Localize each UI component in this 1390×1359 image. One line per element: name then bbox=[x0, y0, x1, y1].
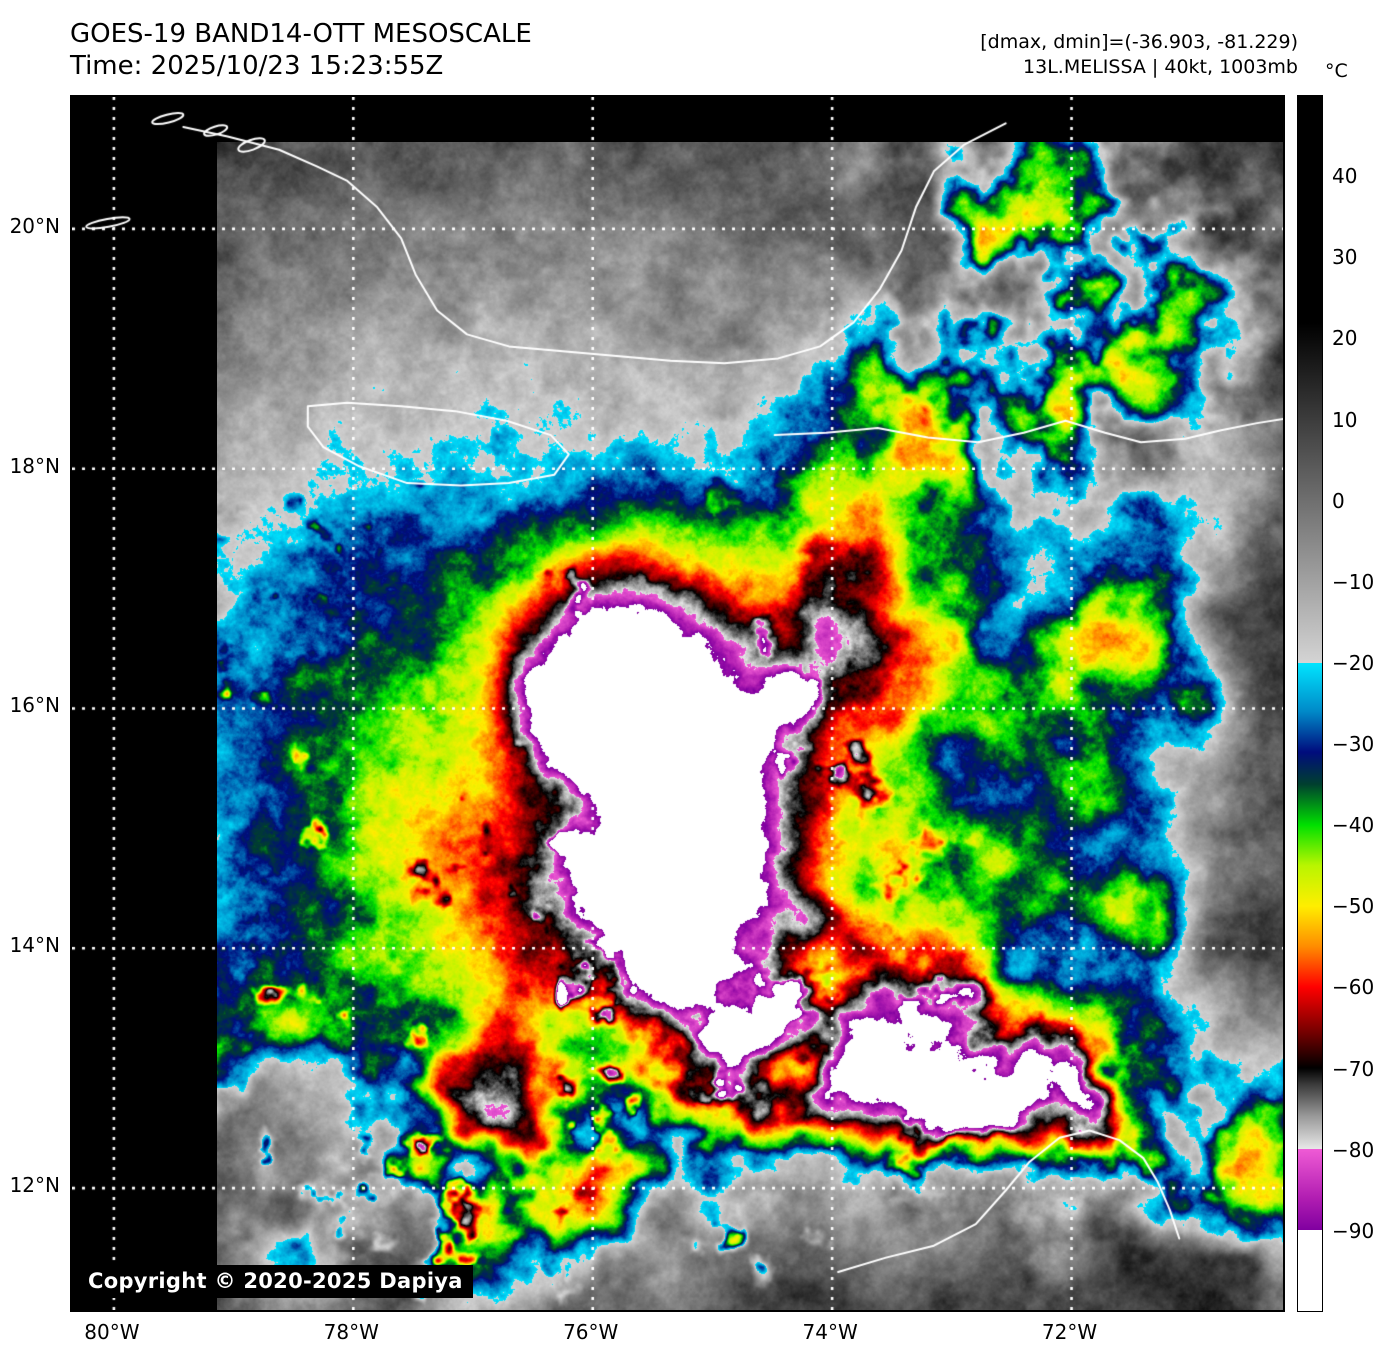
copyright-watermark: Copyright © 2020-2025 Dapiya bbox=[80, 1265, 473, 1298]
lat-tick-2: 16°N bbox=[9, 693, 60, 718]
colorbar-tick-10: −60 bbox=[1332, 975, 1375, 1000]
colorbar-tick-3: 10 bbox=[1332, 407, 1358, 432]
lat-tick-4: 12°N bbox=[9, 1173, 60, 1198]
lat-lon-grid-canvas bbox=[72, 97, 1283, 1310]
temperature-colorbar bbox=[1297, 95, 1323, 1312]
lon-tick-1: 78°W bbox=[323, 1320, 379, 1344]
colorbar-tick-9: −50 bbox=[1332, 894, 1375, 919]
lat-tick-1: 18°N bbox=[9, 453, 60, 478]
title-block: GOES-19 BAND14-OTT MESOSCALE Time: 2025/… bbox=[70, 18, 532, 82]
storm-readout: 13L.MELISSA | 40kt, 1003mb bbox=[1023, 56, 1298, 78]
colorbar-unit-label: °C bbox=[1325, 60, 1348, 82]
colorbar-tick-5: −10 bbox=[1332, 569, 1375, 594]
colorbar-tick-8: −40 bbox=[1332, 813, 1375, 838]
timestamp: Time: 2025/10/23 15:23:55Z bbox=[70, 51, 444, 81]
lon-tick-2: 76°W bbox=[563, 1320, 619, 1344]
colorbar-tick-6: −20 bbox=[1332, 650, 1375, 675]
colorbar-tick-2: 20 bbox=[1332, 326, 1358, 351]
colorbar-tick-0: 40 bbox=[1332, 164, 1358, 189]
lon-tick-3: 74°W bbox=[802, 1320, 858, 1344]
dminmax-readout: [dmax, dmin]=(-36.903, -81.229) bbox=[980, 31, 1298, 53]
colorbar-tick-13: −90 bbox=[1332, 1218, 1375, 1243]
lat-tick-3: 14°N bbox=[9, 933, 60, 958]
metadata-block: [dmax, dmin]=(-36.903, -81.229) 13L.MELI… bbox=[980, 30, 1298, 80]
colorbar-tick-1: 30 bbox=[1332, 245, 1358, 270]
colorbar-gradient bbox=[1298, 96, 1322, 1311]
colorbar-tick-11: −70 bbox=[1332, 1056, 1375, 1081]
satellite-image-plot: Copyright © 2020-2025 Dapiya bbox=[70, 95, 1285, 1312]
colorbar-tick-7: −30 bbox=[1332, 732, 1375, 757]
colorbar-tick-12: −80 bbox=[1332, 1137, 1375, 1162]
colorbar-tick-4: 0 bbox=[1332, 488, 1345, 513]
lat-tick-0: 20°N bbox=[9, 213, 60, 238]
page-title: GOES-19 BAND14-OTT MESOSCALE bbox=[70, 19, 532, 49]
lon-tick-0: 80°W bbox=[84, 1320, 140, 1344]
lon-tick-4: 72°W bbox=[1041, 1320, 1098, 1344]
